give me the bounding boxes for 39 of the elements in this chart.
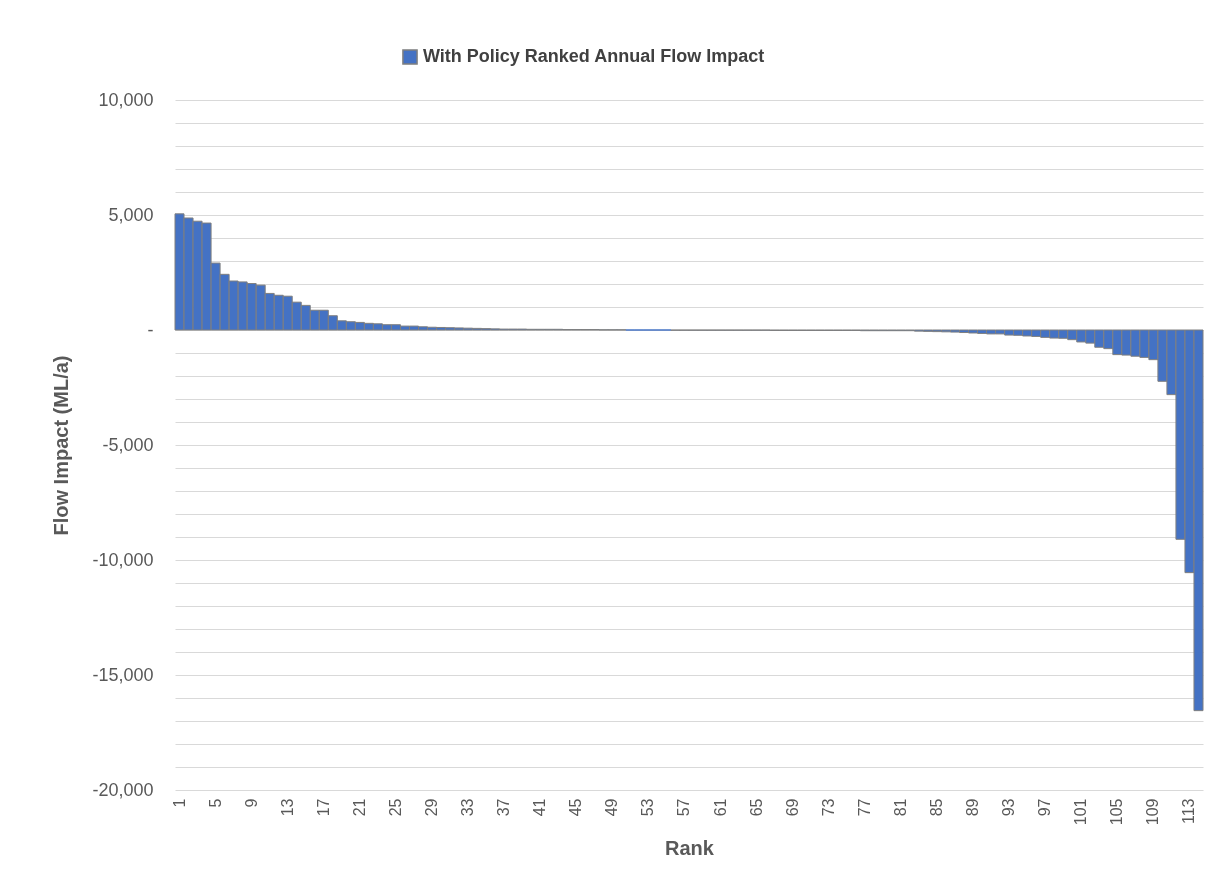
x-tick-label: 69 bbox=[783, 798, 801, 817]
x-tick-label: 29 bbox=[423, 798, 440, 817]
x-tick-label: 61 bbox=[711, 798, 729, 817]
legend-label: With Policy Ranked Annual Flow Impact bbox=[423, 46, 765, 66]
y-tick-label: -5,000 bbox=[102, 434, 154, 455]
x-tick-label: 53 bbox=[639, 798, 657, 817]
x-tick-label: 85 bbox=[927, 798, 945, 817]
y-axis-title: Flow Impact (ML/a) bbox=[50, 355, 73, 536]
x-tick-label: 41 bbox=[531, 798, 549, 817]
x-tick-label: 5 bbox=[206, 798, 224, 808]
x-tick-label: 101 bbox=[1072, 798, 1090, 826]
y-tick-label: -10,000 bbox=[92, 549, 154, 570]
x-axis-title: Rank bbox=[665, 837, 715, 860]
x-tick-label: 21 bbox=[350, 798, 368, 817]
x-tick-label: 81 bbox=[891, 798, 909, 817]
y-tick-label: - bbox=[147, 319, 154, 340]
x-tick-label: 33 bbox=[459, 798, 477, 817]
x-tick-label: 13 bbox=[278, 798, 296, 817]
x-tick-label: 25 bbox=[386, 798, 404, 817]
x-tick-label: 49 bbox=[603, 798, 621, 817]
x-tick-label: 1 bbox=[170, 798, 188, 808]
x-tick-label: 105 bbox=[1108, 798, 1126, 826]
x-tick-label: 113 bbox=[1180, 798, 1198, 825]
x-tick-label: 57 bbox=[675, 798, 693, 817]
x-tick-label: 73 bbox=[819, 798, 837, 817]
x-tick-label: 109 bbox=[1144, 798, 1162, 826]
x-tick-label: 77 bbox=[855, 798, 873, 817]
y-tick-label: 5,000 bbox=[108, 204, 154, 225]
x-tick-label: 65 bbox=[747, 798, 765, 817]
y-tick-label: -20,000 bbox=[92, 779, 154, 800]
x-tick-label: 45 bbox=[567, 798, 585, 817]
x-tick-label: 37 bbox=[495, 798, 513, 817]
x-tick-label: 93 bbox=[1000, 798, 1018, 817]
y-tick-label: -15,000 bbox=[92, 664, 154, 685]
x-tick-label: 97 bbox=[1036, 798, 1054, 817]
x-tick-label: 9 bbox=[242, 798, 260, 808]
x-tick-label: 89 bbox=[964, 798, 982, 817]
x-tick-label: 17 bbox=[314, 798, 332, 817]
y-tick-label: 10,000 bbox=[98, 89, 154, 110]
